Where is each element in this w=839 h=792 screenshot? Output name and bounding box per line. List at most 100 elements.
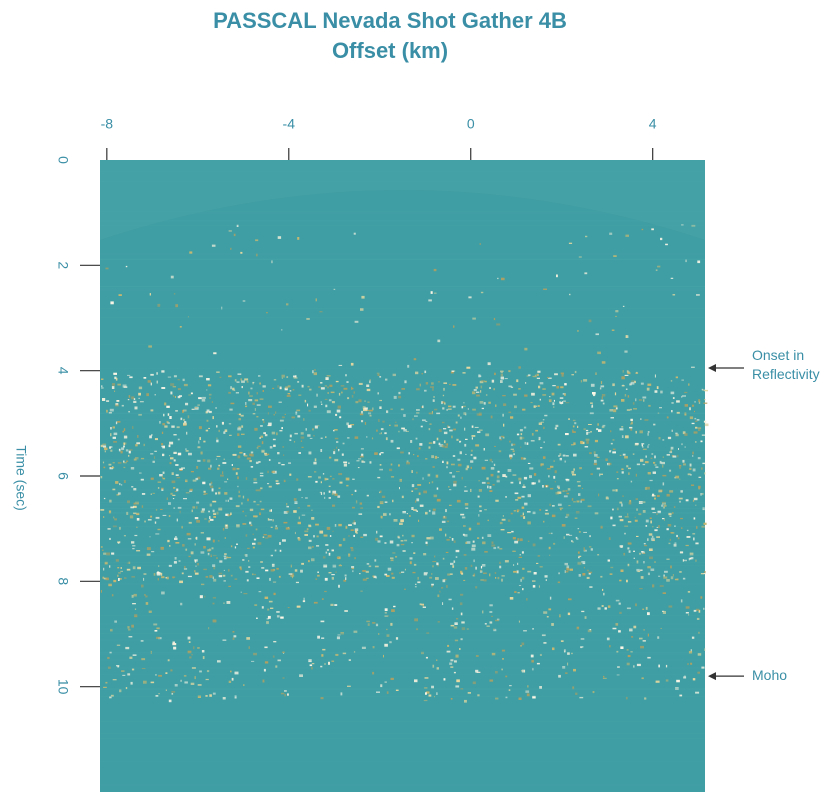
speckle (353, 520, 356, 523)
speckle (381, 516, 383, 519)
speckle (366, 494, 369, 497)
speckle (491, 544, 496, 547)
speckle (553, 406, 555, 408)
speckle (524, 441, 526, 445)
speckle (640, 576, 644, 579)
speckle (158, 693, 160, 695)
speckle (245, 477, 248, 480)
speckle (616, 507, 619, 511)
speckle (454, 622, 458, 625)
speckle (315, 578, 318, 580)
speckle (172, 641, 175, 645)
speckle (697, 427, 702, 429)
speckle (480, 390, 482, 393)
speckle (133, 505, 137, 508)
speckle (633, 408, 637, 410)
speckle (313, 461, 317, 465)
speckle (475, 386, 478, 389)
speckle (213, 578, 217, 582)
speckle (519, 436, 523, 440)
speckle (537, 555, 541, 557)
speckle (655, 466, 659, 468)
speckle (189, 656, 192, 659)
speckle (408, 452, 410, 455)
speckle (384, 608, 388, 611)
speckle (697, 671, 700, 674)
speckle (663, 574, 665, 577)
speckle (259, 398, 264, 400)
speckle (568, 418, 570, 420)
speckle (606, 637, 610, 641)
speckle (194, 572, 199, 575)
speckle (669, 515, 672, 517)
speckle (157, 528, 161, 531)
speckle (679, 551, 684, 554)
speckle (185, 450, 189, 452)
speckle (548, 546, 551, 550)
speckle (416, 498, 420, 502)
speckle (309, 388, 312, 391)
speckle (270, 526, 273, 528)
speckle (626, 607, 631, 610)
speckle (502, 395, 506, 397)
speckle (345, 525, 348, 529)
speckle (108, 412, 112, 414)
speckle (104, 561, 108, 565)
speckle (612, 448, 616, 451)
speckle (179, 510, 181, 514)
speckle (415, 583, 417, 585)
speckle (592, 392, 596, 395)
speckle (489, 490, 493, 492)
speckle (452, 405, 456, 408)
speckle (689, 467, 692, 470)
speckle (543, 441, 545, 443)
speckle (167, 659, 170, 662)
speckle (499, 565, 502, 569)
speckle (616, 650, 619, 653)
speckle (235, 472, 238, 475)
speckle (501, 649, 506, 652)
speckle (129, 449, 133, 451)
speckle (507, 519, 511, 522)
speckle (577, 485, 581, 487)
speckle (690, 649, 692, 652)
speckle (209, 575, 213, 578)
speckle (572, 419, 576, 422)
speckle (451, 538, 454, 541)
speckle (347, 437, 350, 439)
speckle (417, 581, 421, 584)
speckle (232, 637, 235, 640)
speckle (417, 576, 419, 580)
speckle (386, 634, 390, 637)
speckle (376, 530, 378, 534)
speckle (208, 427, 210, 429)
speckle (642, 396, 647, 399)
speckle (404, 380, 407, 384)
speckle (428, 446, 431, 449)
speckle (672, 574, 674, 577)
speckle (409, 557, 413, 560)
speckle (661, 501, 666, 504)
speckle (122, 430, 124, 433)
speckle (100, 476, 103, 479)
speckle (554, 480, 556, 483)
speckle (308, 451, 312, 455)
speckle (260, 487, 263, 490)
speckle (256, 617, 258, 619)
speckle (203, 568, 207, 571)
speckle (309, 437, 313, 439)
speckle (497, 277, 499, 280)
speckle (130, 506, 134, 509)
speckle (340, 632, 344, 635)
speckle (402, 511, 406, 514)
speckle (396, 543, 400, 547)
speckle (106, 400, 110, 402)
speckle (640, 569, 643, 571)
speckle (191, 408, 195, 410)
speckle (450, 659, 454, 662)
speckle (191, 509, 193, 513)
speckle (475, 444, 480, 447)
speckle (268, 485, 272, 488)
speckle (321, 598, 324, 600)
speckle (326, 375, 331, 377)
